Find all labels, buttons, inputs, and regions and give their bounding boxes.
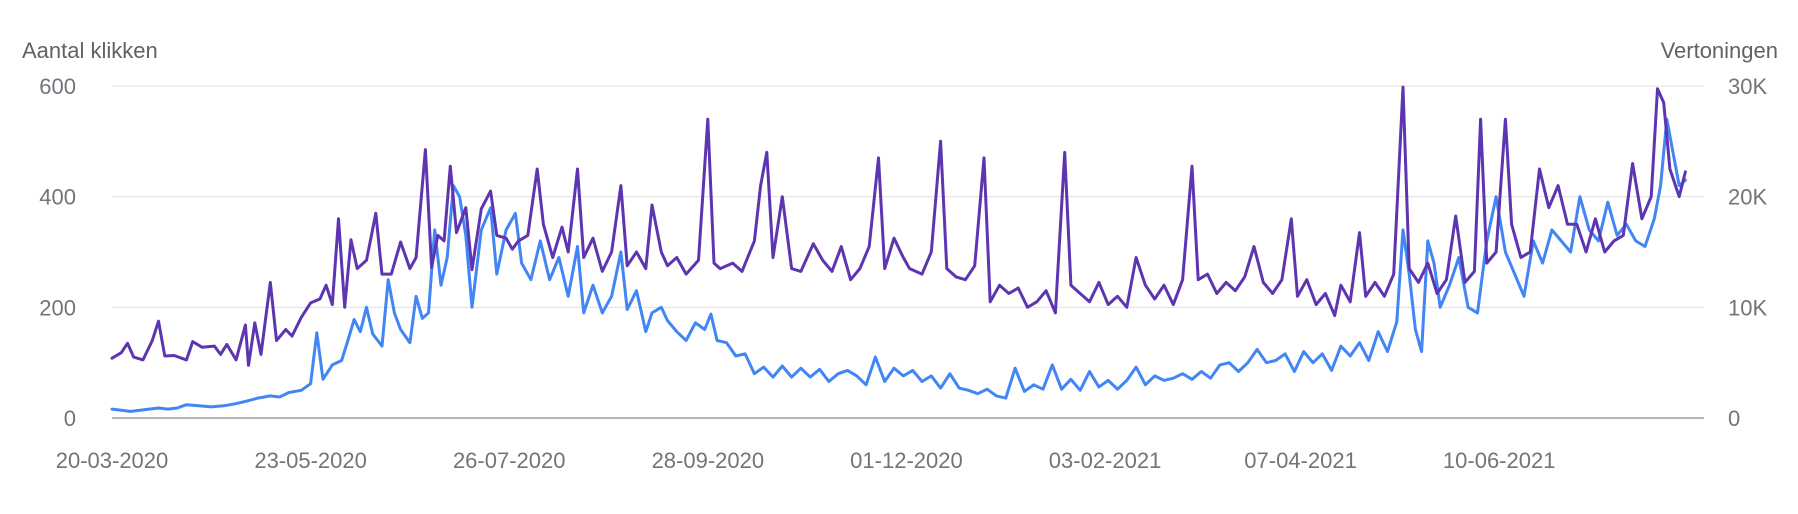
right-tick-label: 30K: [1728, 74, 1767, 99]
x-tick-label: 28-09-2020: [652, 448, 765, 473]
x-tick-label: 01-12-2020: [850, 448, 963, 473]
x-tick-label: 20-03-2020: [56, 448, 169, 473]
right-axis-ticks: 0 10K 20K 30K: [1728, 74, 1767, 431]
left-axis-title: Aantal klikken: [22, 38, 158, 63]
series-lines: [110, 85, 1687, 413]
gridlines: [112, 85, 1704, 419]
left-tick-label: 400: [39, 185, 76, 210]
x-tick-label: 26-07-2020: [453, 448, 566, 473]
right-tick-label: 10K: [1728, 295, 1767, 320]
right-axis-title: Vertoningen: [1661, 38, 1778, 63]
clicks-series-line: [110, 85, 1687, 367]
left-axis-ticks: 0 200 400 600: [39, 74, 76, 431]
x-tick-label: 10-06-2021: [1443, 448, 1556, 473]
left-tick-label: 200: [39, 295, 76, 320]
right-tick-label: 20K: [1728, 185, 1767, 210]
left-tick-label: 0: [64, 406, 76, 431]
impressions-series-line: [110, 117, 1687, 413]
right-tick-label: 0: [1728, 406, 1740, 431]
x-tick-label: 03-02-2021: [1049, 448, 1162, 473]
x-axis-ticks: 20-03-2020 23-05-2020 26-07-2020 28-09-2020…: [56, 448, 1556, 473]
left-tick-label: 600: [39, 74, 76, 99]
x-tick-label: 07-04-2021: [1244, 448, 1357, 473]
x-tick-label: 23-05-2020: [254, 448, 367, 473]
